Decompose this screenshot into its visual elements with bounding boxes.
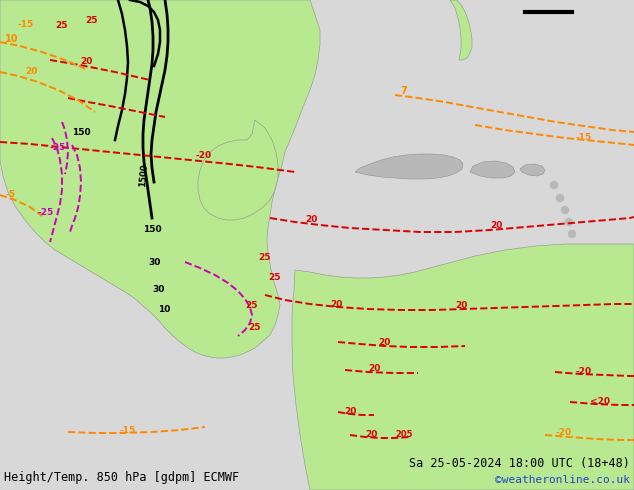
Text: Sa 25-05-2024 18:00 UTC (18+48): Sa 25-05-2024 18:00 UTC (18+48)	[409, 457, 630, 470]
Text: Height/Temp. 850 hPa [gdpm] ECMWF: Height/Temp. 850 hPa [gdpm] ECMWF	[4, 471, 239, 484]
Polygon shape	[450, 0, 472, 60]
Text: -20: -20	[575, 367, 591, 376]
Text: 25: 25	[258, 253, 271, 262]
Polygon shape	[520, 164, 545, 176]
Text: ©weatheronline.co.uk: ©weatheronline.co.uk	[495, 475, 630, 485]
Text: 25: 25	[55, 21, 67, 30]
Text: 20: 20	[305, 215, 318, 224]
Text: 20: 20	[344, 407, 356, 416]
Circle shape	[550, 181, 557, 189]
Text: <20: <20	[590, 397, 610, 406]
Polygon shape	[198, 120, 278, 220]
Text: -25: -25	[50, 143, 66, 152]
Text: 30: 30	[148, 258, 160, 267]
Text: -20: -20	[555, 428, 571, 437]
Text: -5: -5	[5, 190, 15, 199]
Text: 25: 25	[85, 16, 98, 25]
Text: 150: 150	[72, 128, 91, 137]
Text: 25: 25	[245, 301, 257, 310]
Text: 20: 20	[25, 67, 37, 76]
Circle shape	[569, 230, 576, 238]
Text: 30: 30	[152, 285, 164, 294]
Text: 25: 25	[268, 273, 280, 282]
Polygon shape	[0, 0, 320, 358]
Text: -25: -25	[38, 208, 55, 217]
Text: 25: 25	[248, 323, 261, 332]
Circle shape	[566, 219, 573, 225]
Text: 10: 10	[158, 305, 171, 314]
Polygon shape	[355, 154, 463, 179]
Text: 150: 150	[143, 225, 162, 234]
Text: 20: 20	[330, 300, 342, 309]
Text: -15: -15	[18, 20, 34, 29]
Circle shape	[562, 206, 569, 214]
Text: 10: 10	[5, 34, 18, 44]
Text: -20: -20	[195, 151, 211, 160]
Text: 20: 20	[80, 57, 93, 66]
Polygon shape	[470, 161, 515, 178]
Text: 20: 20	[368, 364, 380, 373]
Text: -15: -15	[120, 426, 136, 435]
Text: 20: 20	[378, 338, 391, 347]
Text: 20: 20	[455, 301, 467, 310]
Text: 1500: 1500	[138, 163, 149, 187]
Text: 20: 20	[365, 430, 377, 439]
Text: 7: 7	[400, 86, 407, 96]
Text: -15: -15	[575, 133, 592, 142]
Circle shape	[557, 195, 564, 201]
Text: 20: 20	[490, 221, 502, 230]
Polygon shape	[292, 244, 634, 490]
Text: 205: 205	[395, 430, 413, 439]
